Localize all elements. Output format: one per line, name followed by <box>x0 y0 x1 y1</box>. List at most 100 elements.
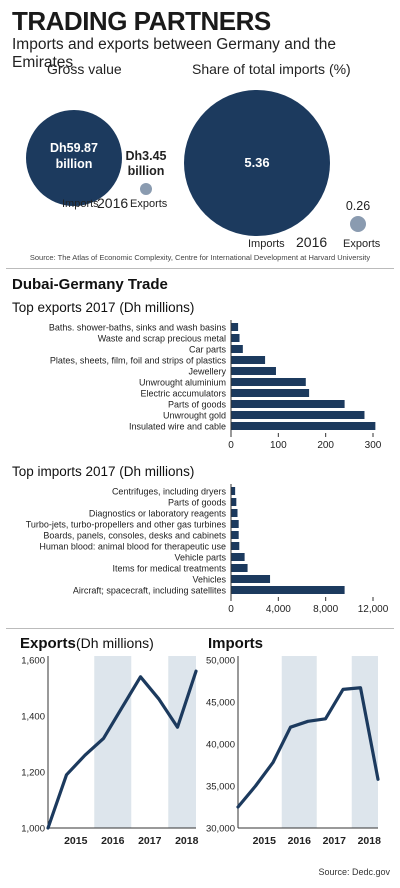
gross-year: 2016 <box>97 195 128 211</box>
exports-bar-tick-label: 100 <box>270 440 287 451</box>
imports-bar-bar <box>231 498 237 506</box>
exports-bar-category-label: Unwrought aluminium <box>139 378 226 388</box>
gross-exports-label: Exports <box>130 198 168 210</box>
exports-line-xtick-label: 2015 <box>64 835 88 847</box>
imports-bar-bar <box>231 553 245 561</box>
gross-imports-bubble <box>26 110 122 206</box>
imports-bar-category-label: Centrifuges, including dryers <box>112 487 227 497</box>
imports-bar-category-label: Boards, panels, consoles, desks and cabi… <box>43 531 226 541</box>
exports-bar-bar <box>231 422 376 430</box>
share-year: 2016 <box>296 234 327 250</box>
imports-line-xtick-label: 2017 <box>323 835 347 847</box>
imports-bar-bar <box>231 575 271 583</box>
divider <box>6 268 394 269</box>
imports-bar-bar <box>231 487 236 495</box>
share-imports-bubble <box>184 90 330 236</box>
exports-line-title: Exports <box>20 635 76 652</box>
imports-bar-tick-label: 4,000 <box>266 604 291 615</box>
exports-bar-category-label: Waste and scrap precious metal <box>98 334 226 344</box>
imports-bar-category-label: Aircraft; spacecraft, including satellit… <box>73 586 227 596</box>
imports-bar-bar <box>231 531 239 539</box>
exports-bar-bar <box>231 400 345 408</box>
exports-line-ytick-label: 1,400 <box>21 712 45 723</box>
exports-line-ytick-label: 1,200 <box>21 768 45 779</box>
share-exports-bubble <box>350 216 366 232</box>
gross-exports-value-line1: Dh3.45 <box>126 149 167 163</box>
exports-line-xtick-label: 2016 <box>101 835 125 847</box>
exports-bar-category-label: Electric accumulators <box>140 389 226 399</box>
page-title: TRADING PARTNERS <box>12 6 271 36</box>
exports-line-xtick-label: 2017 <box>138 835 162 847</box>
exports-bar-bar <box>231 356 266 364</box>
gross-imports-value-line1: Dh59.87 <box>50 141 98 155</box>
source-dedc: Source: Dedc.gov <box>318 867 390 877</box>
imports-bar-category-label: Vehicles <box>192 575 226 585</box>
exports-line-xtick-label: 2018 <box>175 835 199 847</box>
imports-line-series-line <box>236 686 380 809</box>
share-heading: Share of total imports (%) <box>192 61 351 77</box>
exports-line-ytick-label: 1,600 <box>21 656 45 667</box>
exports-bar-bar <box>231 334 240 342</box>
exports-bar-title: Top exports 2017 (Dh millions) <box>12 300 194 315</box>
gross-imports-label: Imports <box>62 198 99 210</box>
imports-line-ytick-label: 30,000 <box>206 824 235 835</box>
exports-bar-category-label: Baths. shower-baths, sinks and wash basi… <box>49 323 227 333</box>
exports-bar-bar <box>231 389 310 397</box>
gross-exports-value-line2: billion <box>128 164 165 178</box>
imports-bar-category-label: Human blood: animal blood for therapeuti… <box>39 542 226 552</box>
imports-bar-title: Top imports 2017 (Dh millions) <box>12 464 194 479</box>
exports-bar-tick-label: 300 <box>365 440 382 451</box>
imports-bar-category-label: Items for medical treatments <box>112 564 226 574</box>
imports-line-xtick-label: 2015 <box>253 835 277 847</box>
source-atlas: Source: The Atlas of Economic Complexity… <box>29 253 371 262</box>
imports-line-chart: Imports 30,000 35,000 40,000 45,000 50,000 201… <box>206 635 382 847</box>
imports-bar-bar <box>231 520 239 528</box>
imports-line-ytick-label: 45,000 <box>206 698 235 709</box>
bubble-charts: Gross value Dh59.87 billion Dh3.45 billi… <box>26 61 381 250</box>
exports-bar-bar <box>231 367 276 375</box>
exports-bar-category-label: Jewellery <box>188 367 226 377</box>
imports-bar-tick-label: 12,000 <box>358 604 389 615</box>
gross-exports-bubble <box>140 183 152 195</box>
imports-line-year-band <box>281 656 317 828</box>
imports-line-title: Imports <box>208 635 263 652</box>
exports-bar-category-label: Insulated wire and cable <box>129 422 226 432</box>
imports-bar-bar <box>231 564 248 572</box>
exports-bar-bar <box>231 323 239 331</box>
exports-line-series-line <box>46 669 198 830</box>
exports-bar-tick-label: 0 <box>228 440 234 451</box>
gross-imports-value-line2: billion <box>56 157 93 171</box>
imports-line-ytick-label: 35,000 <box>206 782 235 793</box>
imports-bar-category-label: Parts of goods <box>168 498 227 508</box>
exports-bar-bar <box>231 411 365 419</box>
imports-bar-bar <box>231 586 345 594</box>
exports-bar-bar <box>231 378 306 386</box>
share-imports-label: Imports <box>248 238 285 250</box>
imports-line-xtick-label: 2018 <box>358 835 382 847</box>
top-imports-chart: Top imports 2017 (Dh millions) Centrifuge… <box>12 464 389 615</box>
share-exports-value: 0.26 <box>346 199 370 213</box>
exports-bar-category-label: Unwrought gold <box>163 411 226 421</box>
gross-value-heading: Gross value <box>47 61 122 77</box>
exports-line-title-unit: (Dh millions) <box>76 635 154 651</box>
share-imports-value: 5.36 <box>244 155 269 170</box>
exports-line-ytick-label: 1,000 <box>21 824 45 835</box>
imports-line-year-band <box>351 656 378 828</box>
imports-bar-category-label: Turbo-jets, turbo-propellers and other g… <box>26 520 227 530</box>
imports-bar-tick-label: 8,000 <box>313 604 338 615</box>
exports-bar-category-label: Parts of goods <box>168 400 227 410</box>
exports-bar-bar <box>231 345 243 353</box>
imports-line-ytick-label: 40,000 <box>206 740 235 751</box>
exports-bar-category-label: Plates, sheets, film, foil and strips of… <box>50 356 227 366</box>
imports-bar-category-label: Vehicle parts <box>174 553 226 563</box>
divider-lines <box>6 628 394 629</box>
imports-bar-category-label: Diagnostics or laboratory reagents <box>89 509 227 519</box>
top-exports-chart: Top exports 2017 (Dh millions) Baths. sho… <box>12 300 382 451</box>
imports-bar-bar <box>231 542 240 550</box>
imports-bar-bar <box>231 509 238 517</box>
share-exports-label: Exports <box>343 238 381 250</box>
imports-line-xtick-label: 2016 <box>288 835 312 847</box>
exports-bar-tick-label: 200 <box>317 440 334 451</box>
imports-bar-tick-label: 0 <box>228 604 234 615</box>
exports-line-chart: Exports (Dh millions) 1,000 1,200 1,400 1,600… <box>20 635 199 847</box>
